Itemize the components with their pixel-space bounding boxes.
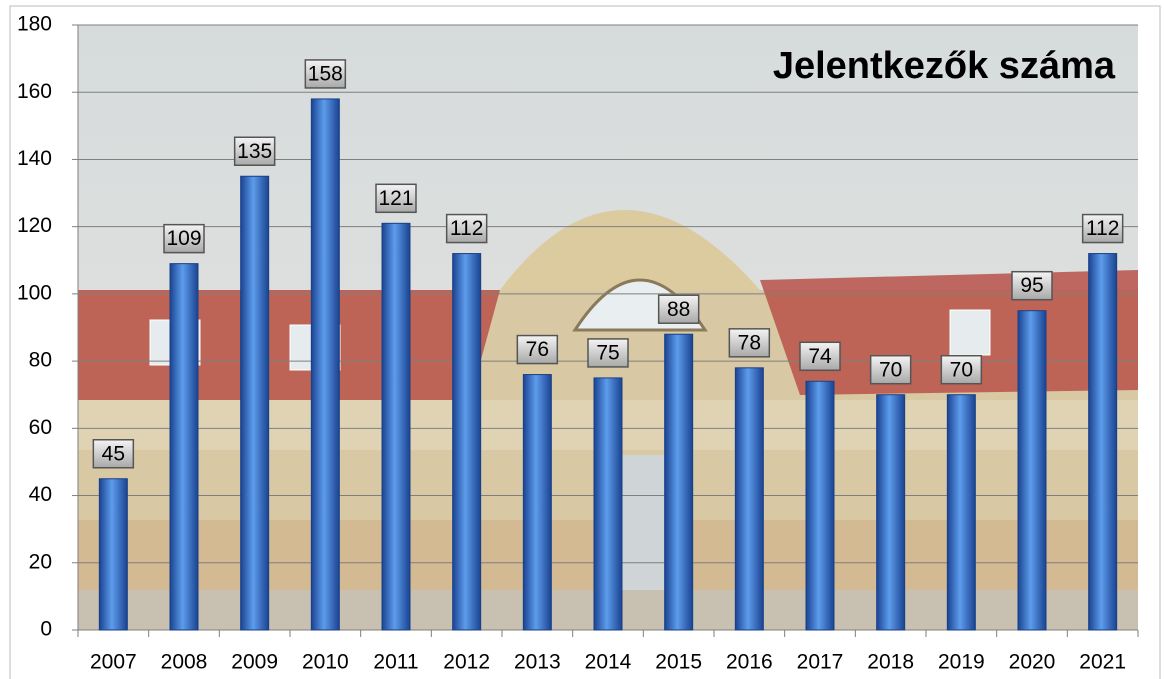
bar: [946, 394, 976, 631]
value-label: 112: [1086, 217, 1119, 240]
bar: [664, 333, 694, 631]
x-tick-label: 2012: [443, 651, 490, 674]
bar: [240, 175, 270, 631]
value-label: 70: [879, 358, 902, 381]
x-tick-label: 2009: [231, 651, 278, 674]
value-label-box: [587, 338, 629, 368]
y-tick-label: 160: [17, 80, 52, 103]
y-tick-label: 80: [29, 349, 52, 372]
x-tick-label: 2016: [726, 651, 773, 674]
value-label-box: [163, 223, 205, 254]
value-label: 70: [950, 358, 973, 381]
value-label-box: [233, 136, 276, 166]
x-tick-label: 2014: [585, 651, 632, 674]
value-label-box: [869, 354, 912, 385]
y-tick-label: 120: [17, 214, 52, 237]
value-label: 135: [237, 140, 272, 163]
value-label: 45: [102, 442, 125, 465]
value-label: 158: [308, 62, 343, 85]
y-tick-label: 180: [17, 13, 52, 36]
value-label: 95: [1020, 274, 1043, 297]
y-tick-label: 60: [29, 416, 52, 439]
x-tick-label: 2013: [514, 651, 561, 674]
y-tick-label: 40: [29, 483, 52, 506]
y-tick-label: 20: [29, 550, 52, 573]
x-tick-label: 2021: [1079, 651, 1126, 674]
y-tick-label: 0: [40, 618, 52, 641]
x-tick-label: 2018: [867, 651, 914, 674]
bar: [1088, 253, 1118, 631]
value-label: 112: [450, 217, 483, 240]
y-tick-label: 100: [17, 281, 52, 304]
value-label: 109: [166, 227, 201, 250]
value-label: 74: [808, 345, 832, 368]
bar: [522, 374, 552, 631]
value-label-box: [516, 334, 559, 365]
value-label-box: [375, 183, 417, 214]
value-label-box: [92, 439, 135, 469]
bar: [452, 253, 482, 631]
value-label: 78: [738, 331, 761, 354]
value-label-box: [1081, 213, 1124, 244]
value-label: 75: [596, 341, 619, 364]
x-tick-label: 2020: [1009, 651, 1056, 674]
x-tick-label: 2017: [797, 651, 844, 674]
value-label-box: [657, 294, 700, 324]
bar: [805, 380, 835, 631]
bar: [98, 478, 128, 631]
bar: [876, 394, 906, 631]
bar: [381, 222, 411, 631]
bar: [169, 263, 199, 631]
x-tick-label: 2007: [90, 651, 137, 674]
value-label: 121: [378, 187, 413, 210]
x-tick-label: 2015: [655, 651, 702, 674]
x-tick-label: 2010: [302, 651, 349, 674]
x-tick-label: 2008: [161, 651, 208, 674]
value-label-box: [940, 354, 983, 385]
value-label-box: [799, 341, 841, 372]
bar: [310, 98, 340, 631]
bar: [1017, 310, 1047, 631]
value-label: 76: [526, 338, 549, 361]
value-label-box: [304, 59, 347, 89]
bar: [593, 377, 623, 631]
bar: [734, 367, 764, 631]
chart-title: Jelentkezők száma: [773, 45, 1116, 87]
y-tick-label: 140: [17, 147, 52, 170]
value-label-box: [445, 213, 488, 244]
value-label-box: [1011, 270, 1053, 301]
x-tick-label: 2011: [373, 651, 418, 674]
value-label-box: [728, 328, 771, 358]
value-label: 88: [667, 298, 690, 321]
frame: [9, 5, 1161, 679]
x-tick-label: 2019: [938, 651, 985, 674]
